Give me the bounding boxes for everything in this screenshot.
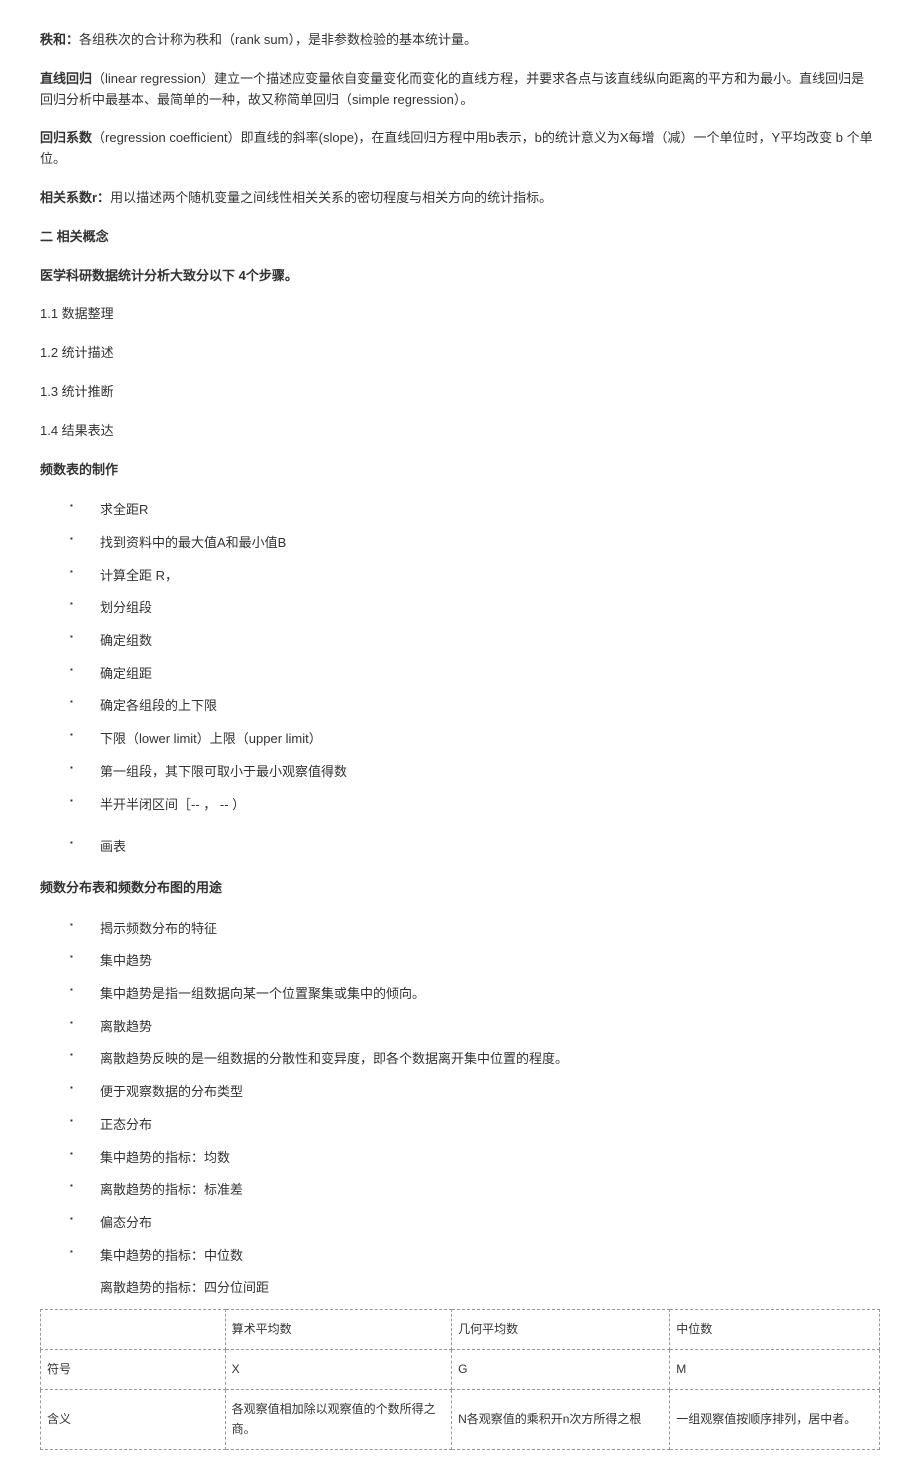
table-cell: 中位数 xyxy=(670,1309,880,1349)
freq-make-item: 计算全距 R， xyxy=(40,564,880,589)
definition-rank-sum: 秩和：各组秩次的合计称为秩和（rank sum），是非参数检验的基本统计量。 xyxy=(40,30,880,51)
freq-make-heading: 频数表的制作 xyxy=(40,460,880,481)
table-row: 含义 各观察值相加除以观察值的个数所得之商。 N各观察值的乘积开n次方所得之根 … xyxy=(41,1390,880,1449)
freq-make-item: 划分组段 xyxy=(40,596,880,621)
definition-regression-coefficient: 回归系数（regression coefficient）即直线的斜率(slope… xyxy=(40,128,880,170)
freq-make-item: 半开半闭区间［-- ， -- ） xyxy=(40,793,880,818)
step-1-2: 1.2 统计描述 xyxy=(40,343,880,364)
table-cell xyxy=(41,1309,226,1349)
step-1-4: 1.4 结果表达 xyxy=(40,421,880,442)
freq-use-item: 集中趋势 xyxy=(40,949,880,974)
section2-subheading: 医学科研数据统计分析大致分以下 4个步骤。 xyxy=(40,266,880,287)
freq-make-item: 确定组距 xyxy=(40,662,880,687)
table-row: 算术平均数 几何平均数 中位数 xyxy=(41,1309,880,1349)
freq-use-item: 揭示频数分布的特征 xyxy=(40,917,880,942)
freq-use-item: 集中趋势的指标：均数 xyxy=(40,1146,880,1171)
freq-use-item: 集中趋势是指一组数据向某一个位置聚集或集中的倾向。 xyxy=(40,982,880,1007)
freq-use-item: 偏态分布 xyxy=(40,1211,880,1236)
definition-correlation-coefficient: 相关系数r：用以描述两个随机变量之间线性相关关系的密切程度与相关方向的统计指标。 xyxy=(40,188,880,209)
term-linear-regression: 直线回归 xyxy=(40,71,92,86)
body-linear-regression: （linear regression）建立一个描述应变量依自变量变化而变化的直线… xyxy=(40,71,864,107)
table-cell: N各观察值的乘积开n次方所得之根 xyxy=(452,1390,670,1449)
table-cell: 含义 xyxy=(41,1390,226,1449)
freq-use-item: 正态分布 xyxy=(40,1113,880,1138)
freq-use-item: 便于观察数据的分布类型 xyxy=(40,1080,880,1105)
freq-make-item: 求全距R xyxy=(40,498,880,523)
freq-use-trailing: 离散趋势的指标：四分位间距 xyxy=(40,1276,880,1301)
freq-make-item: 第一组段，其下限可取小于最小观察值得数 xyxy=(40,760,880,785)
term-regression-coefficient: 回归系数 xyxy=(40,130,92,145)
definition-linear-regression: 直线回归（linear regression）建立一个描述应变量依自变量变化而变… xyxy=(40,69,880,111)
averages-table: 算术平均数 几何平均数 中位数 符号 X G M 含义 各观察值相加除以观察值的… xyxy=(40,1309,880,1450)
table-cell: 一组观察值按顺序排列，居中者。 xyxy=(670,1390,880,1449)
freq-use-item: 离散趋势的指标：标准差 xyxy=(40,1178,880,1203)
table-row: 符号 X G M xyxy=(41,1350,880,1390)
freq-make-item: 确定组数 xyxy=(40,629,880,654)
freq-use-item: 离散趋势反映的是一组数据的分散性和变异度，即各个数据离开集中位置的程度。 xyxy=(40,1047,880,1072)
body-regression-coefficient: （regression coefficient）即直线的斜率(slope)，在直… xyxy=(40,130,873,166)
table-cell: 几何平均数 xyxy=(452,1309,670,1349)
freq-make-item: 下限（lower limit）上限（upper limit） xyxy=(40,727,880,752)
term-rank-sum: 秩和： xyxy=(40,32,79,47)
term-correlation-coefficient: 相关系数r： xyxy=(40,190,110,205)
body-correlation-coefficient: 用以描述两个随机变量之间线性相关关系的密切程度与相关方向的统计指标。 xyxy=(110,190,552,205)
freq-use-list: 揭示频数分布的特征 集中趋势 集中趋势是指一组数据向某一个位置聚集或集中的倾向。… xyxy=(40,917,880,1269)
freq-make-list: 求全距R 找到资料中的最大值A和最小值B 计算全距 R， 划分组段 确定组数 确… xyxy=(40,498,880,860)
step-1-3: 1.3 统计推断 xyxy=(40,382,880,403)
step-1-1: 1.1 数据整理 xyxy=(40,304,880,325)
freq-make-item: 找到资料中的最大值A和最小值B xyxy=(40,531,880,556)
table-cell: 符号 xyxy=(41,1350,226,1390)
table-cell: 算术平均数 xyxy=(225,1309,452,1349)
freq-use-item: 离散趋势 xyxy=(40,1015,880,1040)
table-cell: M xyxy=(670,1350,880,1390)
freq-use-item: 集中趋势的指标：中位数 xyxy=(40,1244,880,1269)
table-cell: X xyxy=(225,1350,452,1390)
body-rank-sum: 各组秩次的合计称为秩和（rank sum），是非参数检验的基本统计量。 xyxy=(79,32,477,47)
freq-make-item: 确定各组段的上下限 xyxy=(40,694,880,719)
section2-heading: 二 相关概念 xyxy=(40,227,880,248)
freq-use-heading: 频数分布表和频数分布图的用途 xyxy=(40,878,880,899)
table-cell: 各观察值相加除以观察值的个数所得之商。 xyxy=(225,1390,452,1449)
table-cell: G xyxy=(452,1350,670,1390)
freq-make-item: 画表 xyxy=(40,835,880,860)
